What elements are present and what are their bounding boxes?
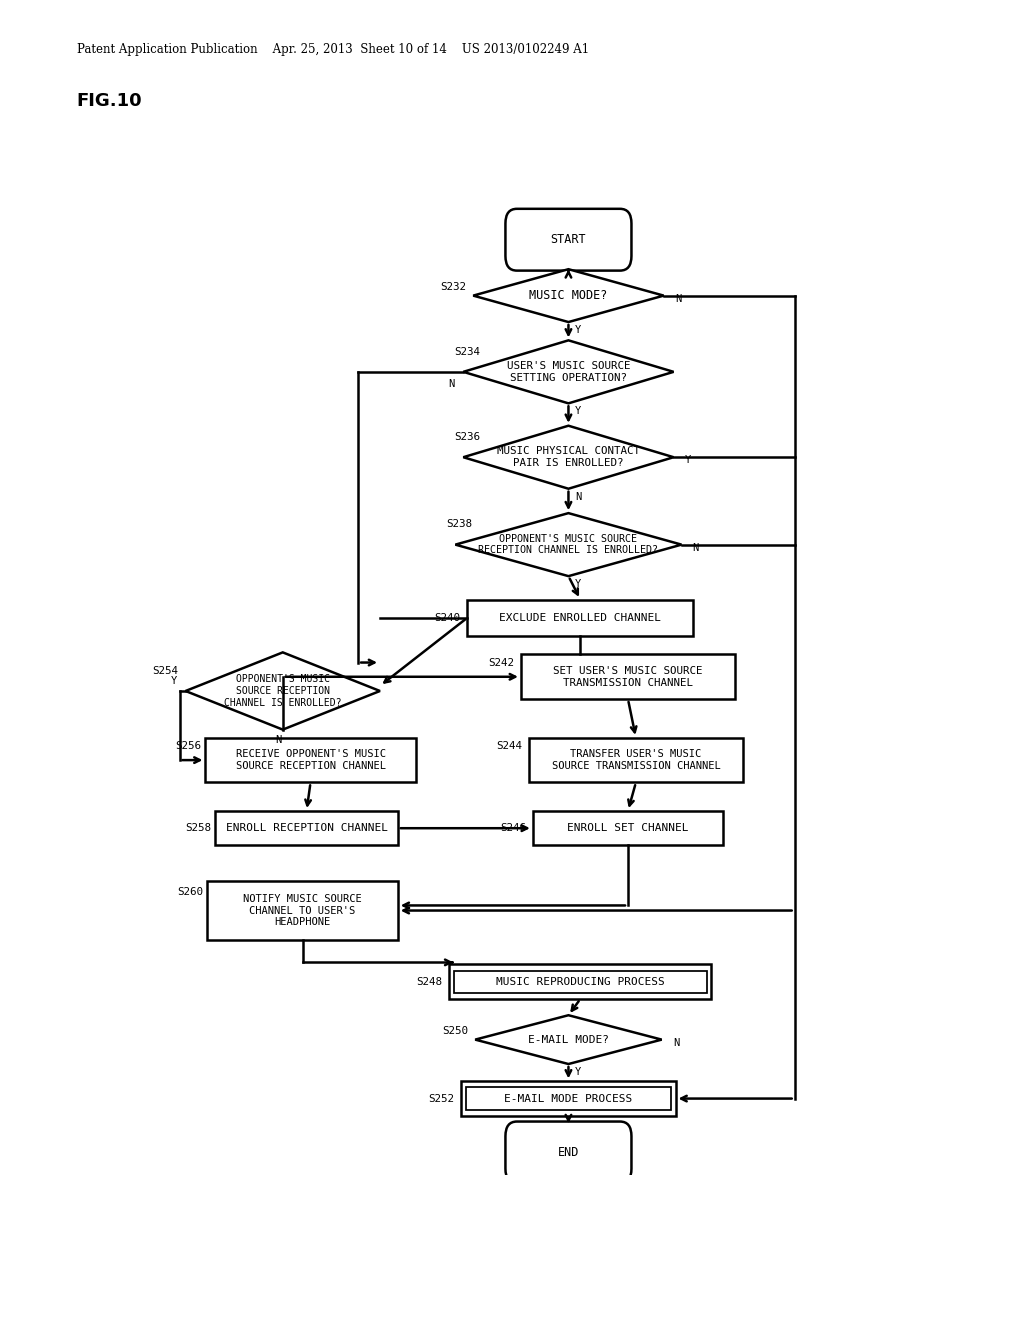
Text: OPPONENT'S MUSIC SOURCE
RECEPTION CHANNEL IS ENROLLED?: OPPONENT'S MUSIC SOURCE RECEPTION CHANNE… — [478, 533, 658, 556]
Text: Y: Y — [574, 325, 581, 335]
Text: N: N — [673, 1038, 679, 1048]
Text: MUSIC PHYSICAL CONTACT
PAIR IS ENROLLED?: MUSIC PHYSICAL CONTACT PAIR IS ENROLLED? — [497, 446, 640, 469]
FancyBboxPatch shape — [455, 970, 707, 993]
Text: Y: Y — [685, 455, 691, 465]
Text: N: N — [692, 543, 699, 553]
Text: N: N — [275, 735, 282, 744]
Text: E-MAIL MODE PROCESS: E-MAIL MODE PROCESS — [505, 1093, 633, 1104]
Text: MUSIC MODE?: MUSIC MODE? — [529, 289, 607, 302]
Text: MUSIC REPRODUCING PROCESS: MUSIC REPRODUCING PROCESS — [496, 977, 665, 986]
FancyBboxPatch shape — [215, 810, 397, 846]
FancyBboxPatch shape — [450, 965, 712, 999]
Polygon shape — [475, 1015, 662, 1064]
Text: Y: Y — [574, 579, 581, 589]
Text: FIG.10: FIG.10 — [77, 91, 142, 110]
Text: ENROLL RECEPTION CHANNEL: ENROLL RECEPTION CHANNEL — [225, 824, 387, 833]
Text: S240: S240 — [434, 612, 461, 623]
Text: EXCLUDE ENROLLED CHANNEL: EXCLUDE ENROLLED CHANNEL — [500, 612, 662, 623]
Text: S248: S248 — [417, 977, 442, 986]
Text: S238: S238 — [446, 519, 472, 529]
FancyBboxPatch shape — [532, 810, 723, 846]
FancyBboxPatch shape — [528, 738, 743, 783]
Text: S246: S246 — [500, 824, 526, 833]
Text: OPPONENT'S MUSIC
SOURCE RECEPTION
CHANNEL IS ENROLLED?: OPPONENT'S MUSIC SOURCE RECEPTION CHANNE… — [224, 675, 341, 708]
Text: S234: S234 — [455, 347, 480, 356]
FancyBboxPatch shape — [521, 655, 735, 700]
FancyBboxPatch shape — [506, 1122, 632, 1183]
Text: Y: Y — [171, 676, 177, 686]
Text: Patent Application Publication    Apr. 25, 2013  Sheet 10 of 14    US 2013/01022: Patent Application Publication Apr. 25, … — [77, 42, 589, 55]
Text: S258: S258 — [185, 824, 211, 833]
FancyBboxPatch shape — [467, 599, 693, 636]
Polygon shape — [473, 269, 664, 322]
Text: ENROLL SET CHANNEL: ENROLL SET CHANNEL — [567, 824, 689, 833]
Polygon shape — [463, 426, 674, 488]
Polygon shape — [456, 513, 682, 576]
Text: TRANSFER USER'S MUSIC
SOURCE TRANSMISSION CHANNEL: TRANSFER USER'S MUSIC SOURCE TRANSMISSIO… — [552, 750, 720, 771]
Text: START: START — [551, 234, 587, 247]
Text: S244: S244 — [496, 741, 522, 751]
Polygon shape — [185, 652, 380, 730]
Text: N: N — [449, 379, 455, 389]
Text: E-MAIL MODE?: E-MAIL MODE? — [528, 1035, 609, 1044]
Text: S260: S260 — [177, 887, 203, 898]
Text: Y: Y — [574, 407, 581, 417]
Text: S242: S242 — [488, 657, 514, 668]
Text: S236: S236 — [455, 432, 480, 442]
Text: N: N — [574, 492, 581, 502]
Text: USER'S MUSIC SOURCE
SETTING OPERATION?: USER'S MUSIC SOURCE SETTING OPERATION? — [507, 362, 630, 383]
FancyBboxPatch shape — [466, 1088, 671, 1110]
Text: Y: Y — [574, 1067, 581, 1077]
Text: END: END — [558, 1146, 580, 1159]
FancyBboxPatch shape — [462, 1081, 676, 1115]
Text: S252: S252 — [428, 1093, 455, 1104]
Text: S256: S256 — [175, 741, 201, 751]
FancyBboxPatch shape — [506, 209, 632, 271]
Polygon shape — [463, 341, 674, 404]
Text: NOTIFY MUSIC SOURCE
CHANNEL TO USER'S
HEADPHONE: NOTIFY MUSIC SOURCE CHANNEL TO USER'S HE… — [244, 894, 361, 927]
FancyBboxPatch shape — [206, 738, 416, 783]
Text: SET USER'S MUSIC SOURCE
TRANSMISSION CHANNEL: SET USER'S MUSIC SOURCE TRANSMISSION CHA… — [553, 667, 702, 688]
Text: S254: S254 — [153, 665, 179, 676]
Text: S232: S232 — [440, 282, 466, 293]
Text: S250: S250 — [442, 1027, 468, 1036]
FancyBboxPatch shape — [207, 880, 397, 940]
Text: N: N — [675, 293, 681, 304]
Text: RECEIVE OPPONENT'S MUSIC
SOURCE RECEPTION CHANNEL: RECEIVE OPPONENT'S MUSIC SOURCE RECEPTIO… — [236, 750, 385, 771]
